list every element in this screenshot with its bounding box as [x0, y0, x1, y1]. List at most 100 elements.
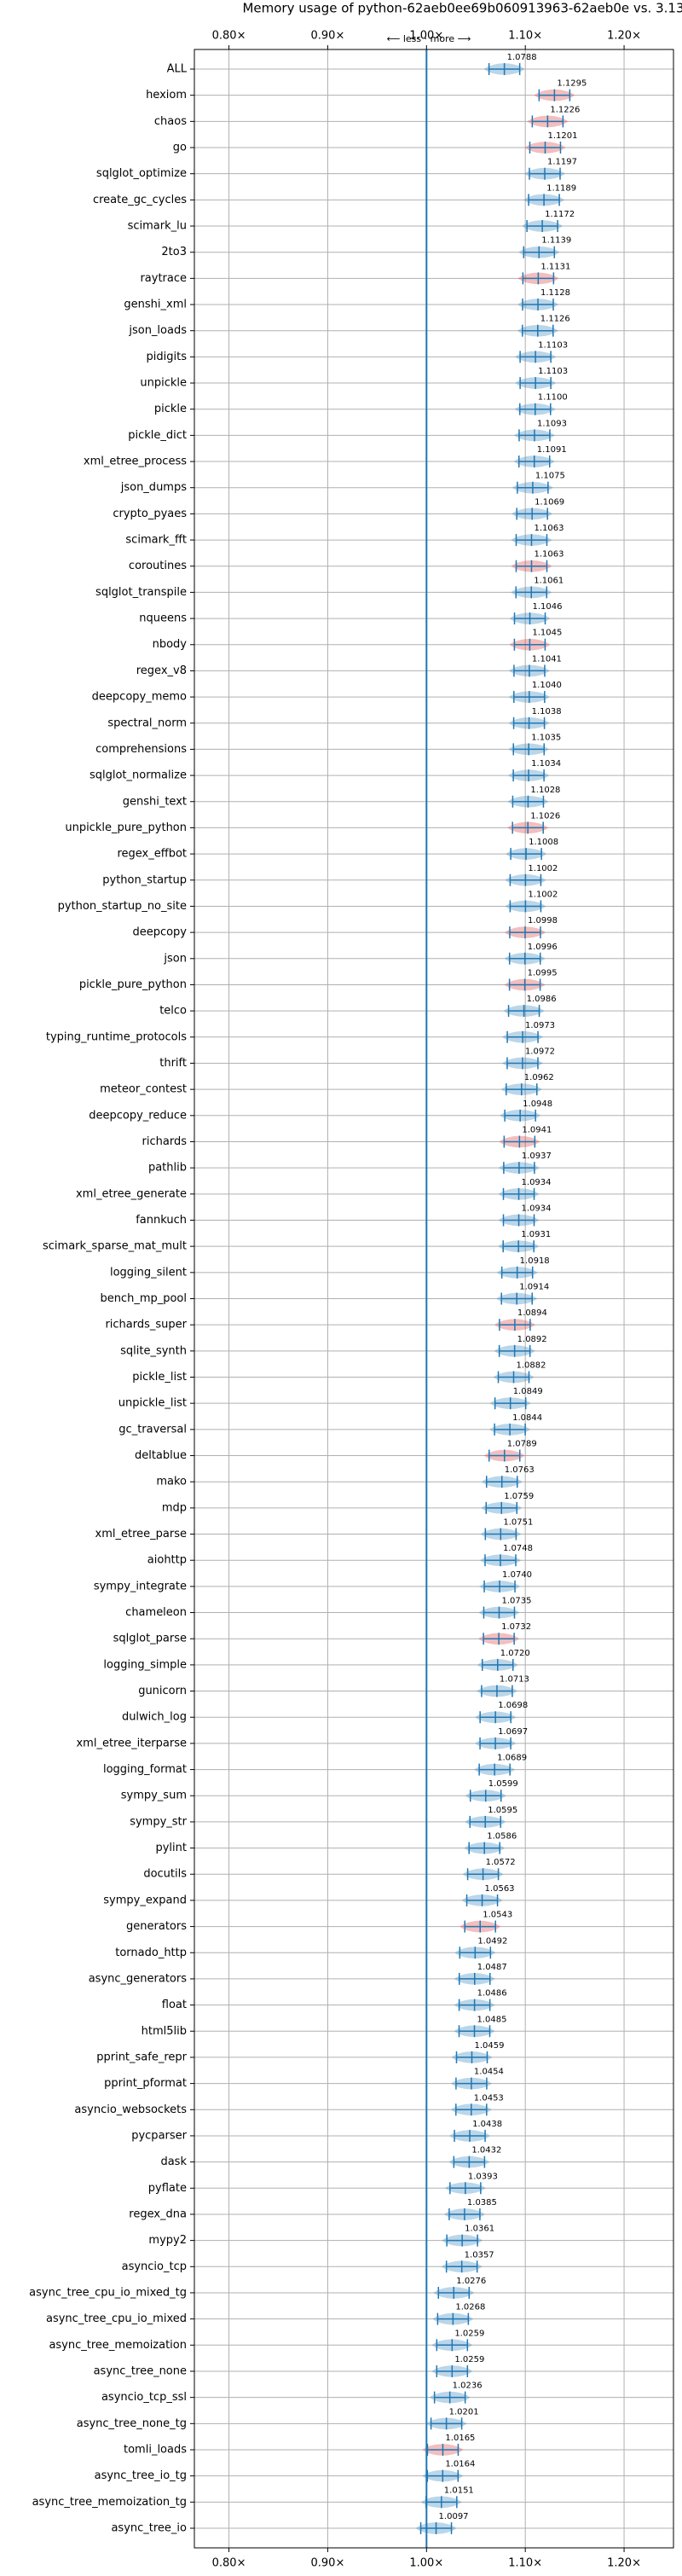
value-label: 1.0986 [527, 995, 557, 1004]
y-tick-label: unpickle_pure_python [65, 821, 187, 834]
value-label: 1.0236 [453, 2382, 483, 2391]
y-tick-label: raytrace [140, 272, 187, 285]
y-tick-label: 2to3 [161, 246, 187, 258]
value-label: 1.0732 [501, 1622, 531, 1632]
value-label: 1.1041 [532, 654, 562, 664]
value-label: 1.1103 [538, 367, 568, 376]
value-label: 1.0972 [525, 1047, 555, 1056]
y-tick-label: json_dumps [120, 481, 187, 494]
value-label: 1.0698 [498, 1701, 528, 1710]
plot-frame [194, 49, 674, 2549]
value-label: 1.0259 [454, 2355, 484, 2364]
y-tick-label: xml_etree_parse [95, 1528, 187, 1540]
value-label: 1.0543 [483, 1911, 512, 1920]
y-tick-label: async_tree_none_tg [77, 2417, 187, 2430]
value-label: 1.1091 [537, 445, 567, 455]
y-tick-label: asyncio_websockets [74, 2103, 187, 2116]
x-tick-label-top: 0.90× [311, 30, 345, 43]
value-label: 1.1061 [534, 576, 564, 585]
y-tick-label: pycparser [131, 2129, 187, 2142]
y-tick-label: sqlite_synth [120, 1344, 187, 1357]
value-label: 1.1103 [538, 340, 568, 350]
y-tick-label: generators [126, 1920, 187, 1933]
y-tick-label: tornado_http [115, 1947, 187, 1959]
chart-title: Memory usage of python-62aeb0ee69b060913… [242, 1, 682, 16]
value-label: 1.0259 [454, 2329, 484, 2338]
y-tick-label: typing_runtime_protocols [46, 1030, 187, 1043]
value-label: 1.0844 [512, 1413, 542, 1423]
y-tick-label: scimark_lu [128, 220, 187, 233]
value-label: 1.1226 [550, 105, 580, 114]
value-label: 1.0789 [507, 1440, 537, 1449]
value-label: 1.1063 [534, 524, 564, 533]
y-tick-label: meteor_contest [100, 1083, 187, 1096]
y-tick-label: float [162, 1999, 187, 2011]
value-label: 1.0882 [517, 1361, 546, 1371]
value-label: 1.0931 [521, 1230, 551, 1239]
value-label: 1.0572 [486, 1858, 516, 1867]
y-tick-label: pyflate [148, 2182, 187, 2195]
x-tick-label: 0.80× [212, 2557, 246, 2570]
y-tick-label: sympy_sum [121, 1790, 187, 1802]
y-tick-label: json_loads [128, 324, 187, 337]
y-tick-label: async_tree_cpu_io_mixed [46, 2312, 187, 2325]
y-tick-label: json [163, 952, 187, 965]
y-tick-label: sqlglot_optimize [96, 167, 187, 180]
y-tick-label: sympy_str [130, 1815, 187, 1828]
value-label: 1.0595 [488, 1806, 517, 1815]
value-label: 1.0763 [505, 1465, 535, 1475]
x-tick-label-top: 0.80× [212, 30, 246, 43]
y-tick-label: docutils [143, 1868, 187, 1881]
y-tick-label: unpickle [140, 377, 187, 390]
value-label: 1.0459 [474, 2041, 504, 2051]
value-label: 1.1002 [528, 864, 558, 873]
y-tick-label: chameleon [125, 1606, 187, 1619]
y-tick-label: regex_dna [129, 2208, 187, 2220]
value-label: 1.0438 [472, 2120, 502, 2129]
value-label: 1.1126 [540, 315, 570, 324]
value-label: 1.0713 [500, 1675, 529, 1685]
value-label: 1.0361 [465, 2225, 494, 2234]
x-tick-label: 1.20× [607, 2557, 641, 2570]
value-label: 1.0892 [517, 1335, 547, 1344]
y-tick-label: richards_super [105, 1319, 187, 1332]
y-tick-label: deltablue [135, 1449, 187, 1462]
y-tick-label: deepcopy [132, 926, 187, 939]
value-label: 1.1040 [532, 681, 562, 690]
value-label: 1.1002 [528, 890, 558, 899]
value-label: 1.0486 [477, 1989, 507, 1999]
value-label: 1.0393 [468, 2172, 498, 2181]
y-tick-label: genshi_text [123, 795, 187, 808]
value-label: 1.0849 [513, 1387, 543, 1396]
y-tick-label: deepcopy_memo [92, 691, 187, 704]
value-label: 1.0934 [522, 1178, 552, 1187]
y-tick-label: pprint_safe_repr [96, 2051, 187, 2063]
value-label: 1.1046 [533, 602, 563, 612]
y-tick-label: gunicorn [138, 1685, 187, 1697]
y-tick-label: pprint_pformat [104, 2077, 187, 2090]
value-label: 1.0164 [445, 2460, 475, 2469]
x-tick-label: 0.90× [311, 2557, 345, 2570]
y-tick-label: sqlglot_transpile [95, 586, 187, 599]
y-tick-label: html5lib [142, 2025, 187, 2038]
value-label: 1.0720 [500, 1649, 530, 1658]
value-label: 1.1093 [537, 419, 567, 428]
y-tick-label: mdp [162, 1501, 187, 1514]
value-label: 1.0097 [439, 2512, 469, 2521]
y-tick-label: deepcopy_reduce [89, 1109, 187, 1122]
x-tick-label: 1.00× [409, 2557, 443, 2570]
y-tick-label: async_tree_io_tg [95, 2469, 187, 2482]
y-tick-label: sympy_integrate [94, 1580, 187, 1593]
y-tick-label: ALL [167, 63, 188, 76]
y-tick-label: pylint [155, 1842, 187, 1854]
value-label: 1.0948 [523, 1099, 552, 1109]
y-tick-label: scimark_sparse_mat_mult [43, 1240, 187, 1253]
y-tick-label: richards [142, 1135, 188, 1148]
y-tick-label: create_gc_cycles [93, 194, 187, 206]
value-label: 1.0453 [474, 2093, 504, 2103]
value-label: 1.0586 [487, 1832, 517, 1842]
value-label: 1.0735 [501, 1597, 531, 1606]
y-tick-label: spectral_norm [107, 717, 187, 729]
